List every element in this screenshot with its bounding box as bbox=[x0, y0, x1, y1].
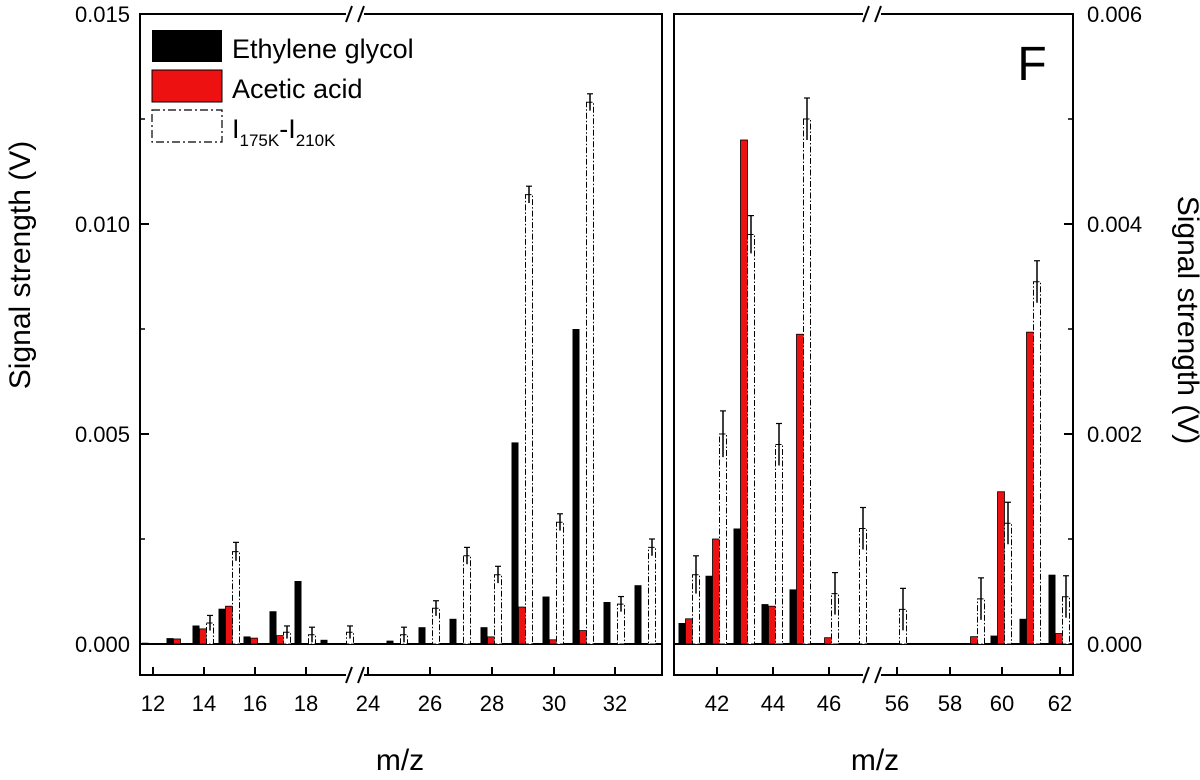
legend-label-sub2: 210K bbox=[296, 131, 336, 150]
bar-ethylene-glycol-right bbox=[734, 529, 741, 645]
legend-label-dash: -I bbox=[279, 114, 296, 144]
bar-difference-right bbox=[748, 235, 755, 645]
bar-acetic-acid-left bbox=[550, 640, 557, 644]
bar-ethylene-glycol-right bbox=[790, 589, 797, 644]
bar-ethylene-glycol-left bbox=[635, 585, 642, 644]
x-tick-label-right: 46 bbox=[817, 691, 841, 716]
bar-acetic-acid-left bbox=[277, 636, 284, 644]
bar-difference-left bbox=[464, 556, 471, 644]
legend-swatch-ethylene-glycol bbox=[152, 30, 222, 62]
bar-ethylene-glycol-left bbox=[193, 626, 200, 644]
y-tick-label-right: 0.000 bbox=[1087, 632, 1142, 657]
legend-label-ethylene-glycol: Ethylene glycol bbox=[232, 34, 414, 64]
bar-ethylene-glycol-left bbox=[321, 640, 328, 644]
x-tick-label-right: 58 bbox=[938, 691, 962, 716]
legend-label-difference: I175K-I210K bbox=[232, 114, 336, 150]
bar-acetic-acid-left bbox=[488, 637, 495, 644]
bar-acetic-acid-right bbox=[713, 539, 720, 644]
y-tick-label-right: 0.002 bbox=[1087, 422, 1142, 447]
bar-ethylene-glycol-left bbox=[481, 627, 488, 644]
bar-acetic-acid-right bbox=[1027, 332, 1034, 644]
bar-difference-left bbox=[557, 522, 564, 644]
x-tick-label-left: 16 bbox=[243, 691, 267, 716]
y-tick-label-left: 0.015 bbox=[75, 2, 130, 27]
bar-ethylene-glycol-left bbox=[387, 641, 394, 644]
x-tick-label-left: 26 bbox=[418, 691, 442, 716]
legend-label-i: I bbox=[232, 114, 240, 144]
bar-ethylene-glycol-left bbox=[450, 619, 457, 644]
bar-ethylene-glycol-right bbox=[1020, 619, 1027, 644]
x-tick-label-left: 12 bbox=[141, 691, 165, 716]
bar-ethylene-glycol-left bbox=[219, 609, 226, 644]
y-axis-label-right: Signal strength (V) bbox=[1171, 196, 1200, 444]
bar-ethylene-glycol-left bbox=[142, 643, 149, 644]
bar-acetic-acid-right bbox=[1056, 634, 1063, 645]
legend-label-sub1: 175K bbox=[240, 131, 280, 150]
x-tick-label-left: 28 bbox=[480, 691, 504, 716]
bar-acetic-acid-left bbox=[580, 631, 587, 644]
bar-acetic-acid-left bbox=[174, 639, 181, 644]
bar-acetic-acid-right bbox=[998, 492, 1005, 644]
x-tick-label-right: 42 bbox=[705, 691, 729, 716]
bar-ethylene-glycol-left bbox=[167, 638, 174, 644]
bar-ethylene-glycol-left bbox=[543, 597, 550, 644]
y-tick-label-left: 0.000 bbox=[75, 632, 130, 657]
bar-acetic-acid-right bbox=[686, 619, 693, 644]
bar-acetic-acid-left bbox=[226, 606, 233, 644]
bar-ethylene-glycol-right bbox=[679, 623, 686, 644]
bar-difference-left bbox=[495, 575, 502, 644]
bar-ethylene-glycol-right bbox=[1049, 575, 1056, 644]
bar-acetic-acid-right bbox=[971, 637, 978, 644]
bar-acetic-acid-right bbox=[769, 606, 776, 644]
bar-ethylene-glycol-left bbox=[419, 627, 426, 644]
y-tick-label-right: 0.006 bbox=[1087, 2, 1142, 27]
panel-label: F bbox=[1017, 38, 1046, 91]
x-tick-label-left: 30 bbox=[542, 691, 566, 716]
bar-ethylene-glycol-left bbox=[573, 329, 580, 644]
bar-acetic-acid-right bbox=[797, 334, 804, 644]
x-axis-label-left: m/z bbox=[376, 744, 424, 775]
x-tick-label-left: 32 bbox=[603, 691, 627, 716]
legend-swatch-difference bbox=[152, 110, 222, 142]
bar-ethylene-glycol-right bbox=[991, 636, 998, 644]
bar-difference-left bbox=[526, 195, 533, 644]
bar-ethylene-glycol-left bbox=[295, 581, 302, 644]
legend: Ethylene glycol Acetic acid I175K-I210K bbox=[152, 30, 414, 150]
x-tick-label-right: 60 bbox=[990, 691, 1014, 716]
x-tick-label-left: 24 bbox=[356, 691, 380, 716]
bar-difference-right bbox=[1034, 282, 1041, 644]
bar-difference-right bbox=[804, 119, 811, 644]
y-axis-label-left: Signal strength (V) bbox=[4, 141, 37, 389]
bar-ethylene-glycol-right bbox=[762, 604, 769, 644]
x-tick-label-left: 14 bbox=[192, 691, 216, 716]
x-tick-label-right: 44 bbox=[761, 691, 785, 716]
bar-ethylene-glycol-right bbox=[706, 576, 713, 644]
y-tick-label-right: 0.004 bbox=[1087, 212, 1142, 237]
bar-acetic-acid-left bbox=[200, 629, 207, 644]
x-axis-label-right: m/z bbox=[851, 744, 899, 775]
x-tick-label-left: 18 bbox=[294, 691, 318, 716]
bar-acetic-acid-right bbox=[741, 140, 748, 644]
bar-difference-left bbox=[649, 547, 656, 644]
legend-swatch-acetic-acid bbox=[152, 70, 222, 102]
x-tick-label-right: 56 bbox=[885, 691, 909, 716]
legend-label-acetic-acid: Acetic acid bbox=[232, 74, 363, 104]
bar-ethylene-glycol-left bbox=[512, 442, 519, 644]
bar-difference-left bbox=[233, 552, 240, 644]
bar-difference-right bbox=[776, 445, 783, 645]
x-tick-label-right: 62 bbox=[1048, 691, 1072, 716]
y-tick-label-left: 0.010 bbox=[75, 212, 130, 237]
bar-difference-right bbox=[720, 434, 727, 644]
bar-ethylene-glycol-left bbox=[604, 602, 611, 644]
bar-acetic-acid-left bbox=[251, 638, 258, 644]
y-tick-label-left: 0.005 bbox=[75, 422, 130, 447]
bar-acetic-acid-right bbox=[825, 638, 832, 644]
bar-ethylene-glycol-left bbox=[270, 611, 277, 644]
bar-difference-left bbox=[587, 102, 594, 644]
bar-ethylene-glycol-left bbox=[244, 636, 251, 644]
bar-acetic-acid-left bbox=[519, 607, 526, 644]
